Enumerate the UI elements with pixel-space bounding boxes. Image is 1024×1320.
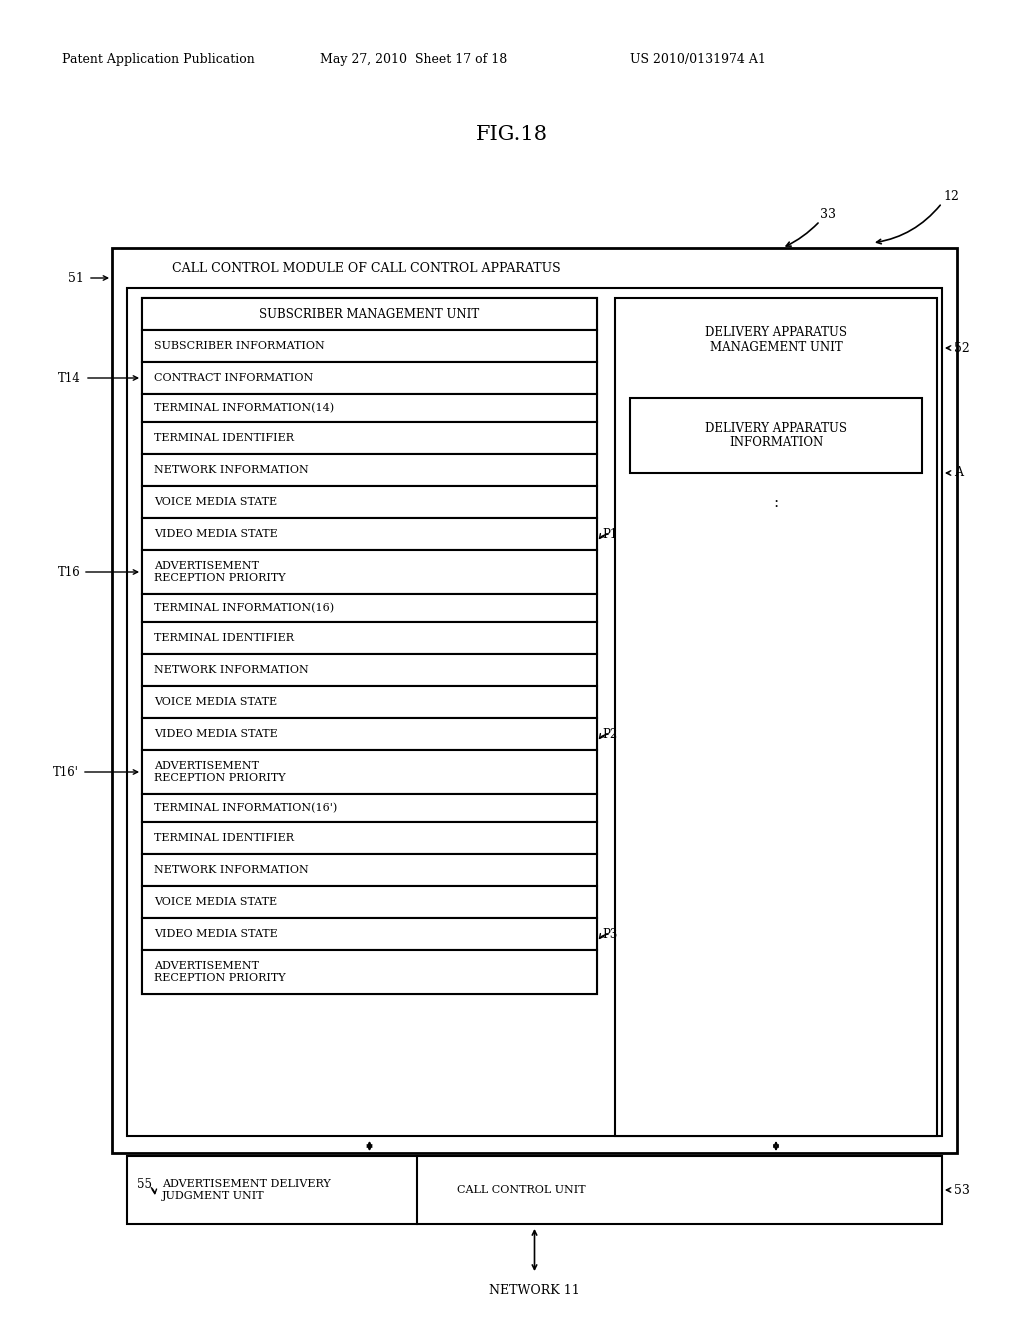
Bar: [142, 795, 597, 822]
Text: TERMINAL IDENTIFIER: TERMINAL IDENTIFIER: [154, 634, 294, 643]
Text: VIDEO MEDIA STATE: VIDEO MEDIA STATE: [154, 929, 278, 939]
Text: TERMINAL INFORMATION(16): TERMINAL INFORMATION(16): [154, 603, 334, 614]
Bar: [142, 686, 597, 718]
Bar: [142, 550, 597, 594]
Text: SUBSCRIBER INFORMATION: SUBSCRIBER INFORMATION: [154, 341, 325, 351]
Text: P1: P1: [602, 528, 617, 540]
Text: DELIVERY APPARATUS
MANAGEMENT UNIT: DELIVERY APPARATUS MANAGEMENT UNIT: [705, 326, 847, 354]
Text: NETWORK INFORMATION: NETWORK INFORMATION: [154, 865, 309, 875]
Text: CONTRACT INFORMATION: CONTRACT INFORMATION: [154, 374, 313, 383]
Bar: [142, 917, 597, 950]
Text: SUBSCRIBER MANAGEMENT UNIT: SUBSCRIBER MANAGEMENT UNIT: [259, 308, 479, 321]
Text: VIDEO MEDIA STATE: VIDEO MEDIA STATE: [154, 529, 278, 539]
Text: NETWORK INFORMATION: NETWORK INFORMATION: [154, 465, 309, 475]
Bar: [127, 1156, 942, 1224]
Bar: [142, 653, 597, 686]
Text: NETWORK INFORMATION: NETWORK INFORMATION: [154, 665, 309, 675]
Bar: [142, 950, 597, 994]
Text: FIG.18: FIG.18: [476, 125, 548, 144]
Bar: [142, 718, 597, 750]
Text: ADVERTISEMENT
RECEPTION PRIORITY: ADVERTISEMENT RECEPTION PRIORITY: [154, 561, 286, 583]
Bar: [142, 486, 597, 517]
Text: TERMINAL INFORMATION(16'): TERMINAL INFORMATION(16'): [154, 803, 337, 813]
Bar: [142, 886, 597, 917]
Text: T16: T16: [58, 565, 81, 578]
Bar: [142, 822, 597, 854]
Text: May 27, 2010  Sheet 17 of 18: May 27, 2010 Sheet 17 of 18: [319, 54, 507, 66]
Text: VOICE MEDIA STATE: VOICE MEDIA STATE: [154, 898, 278, 907]
Bar: [142, 750, 597, 795]
Bar: [142, 594, 597, 622]
Bar: [630, 399, 922, 473]
Text: 53: 53: [954, 1184, 970, 1196]
Text: ADVERTISEMENT
RECEPTION PRIORITY: ADVERTISEMENT RECEPTION PRIORITY: [154, 762, 286, 783]
Text: TERMINAL INFORMATION(14): TERMINAL INFORMATION(14): [154, 403, 334, 413]
Text: NETWORK 11: NETWORK 11: [489, 1283, 580, 1296]
Text: ADVERTISEMENT DELIVERY
JUDGMENT UNIT: ADVERTISEMENT DELIVERY JUDGMENT UNIT: [162, 1179, 331, 1201]
Bar: [142, 454, 597, 486]
Text: VOICE MEDIA STATE: VOICE MEDIA STATE: [154, 697, 278, 708]
Text: CALL CONTROL MODULE OF CALL CONTROL APPARATUS: CALL CONTROL MODULE OF CALL CONTROL APPA…: [172, 261, 560, 275]
Bar: [142, 422, 597, 454]
Bar: [142, 362, 597, 393]
Text: 55: 55: [137, 1177, 152, 1191]
Text: VOICE MEDIA STATE: VOICE MEDIA STATE: [154, 498, 278, 507]
Text: P2: P2: [602, 727, 617, 741]
Text: T14: T14: [58, 371, 81, 384]
Bar: [112, 248, 957, 1152]
Bar: [142, 854, 597, 886]
Text: Patent Application Publication: Patent Application Publication: [62, 54, 255, 66]
Text: TERMINAL IDENTIFIER: TERMINAL IDENTIFIER: [154, 833, 294, 843]
Bar: [142, 330, 597, 362]
Bar: [142, 393, 597, 422]
Text: 33: 33: [820, 209, 836, 222]
Bar: [127, 288, 942, 1137]
Text: 12: 12: [943, 190, 958, 203]
Text: TERMINAL IDENTIFIER: TERMINAL IDENTIFIER: [154, 433, 294, 444]
Text: DELIVERY APPARATUS
INFORMATION: DELIVERY APPARATUS INFORMATION: [705, 421, 847, 450]
Text: T16': T16': [53, 766, 79, 779]
Text: ADVERTISEMENT
RECEPTION PRIORITY: ADVERTISEMENT RECEPTION PRIORITY: [154, 961, 286, 983]
Bar: [142, 298, 597, 330]
Text: :: :: [773, 496, 778, 510]
Text: 52: 52: [954, 342, 970, 355]
Text: VIDEO MEDIA STATE: VIDEO MEDIA STATE: [154, 729, 278, 739]
Text: 51: 51: [68, 272, 84, 285]
Text: US 2010/0131974 A1: US 2010/0131974 A1: [630, 54, 766, 66]
Bar: [615, 298, 937, 1137]
Bar: [142, 298, 597, 994]
Bar: [142, 517, 597, 550]
Text: CALL CONTROL UNIT: CALL CONTROL UNIT: [457, 1185, 586, 1195]
Bar: [142, 622, 597, 653]
Text: P3: P3: [602, 928, 617, 940]
Text: A: A: [954, 466, 963, 479]
